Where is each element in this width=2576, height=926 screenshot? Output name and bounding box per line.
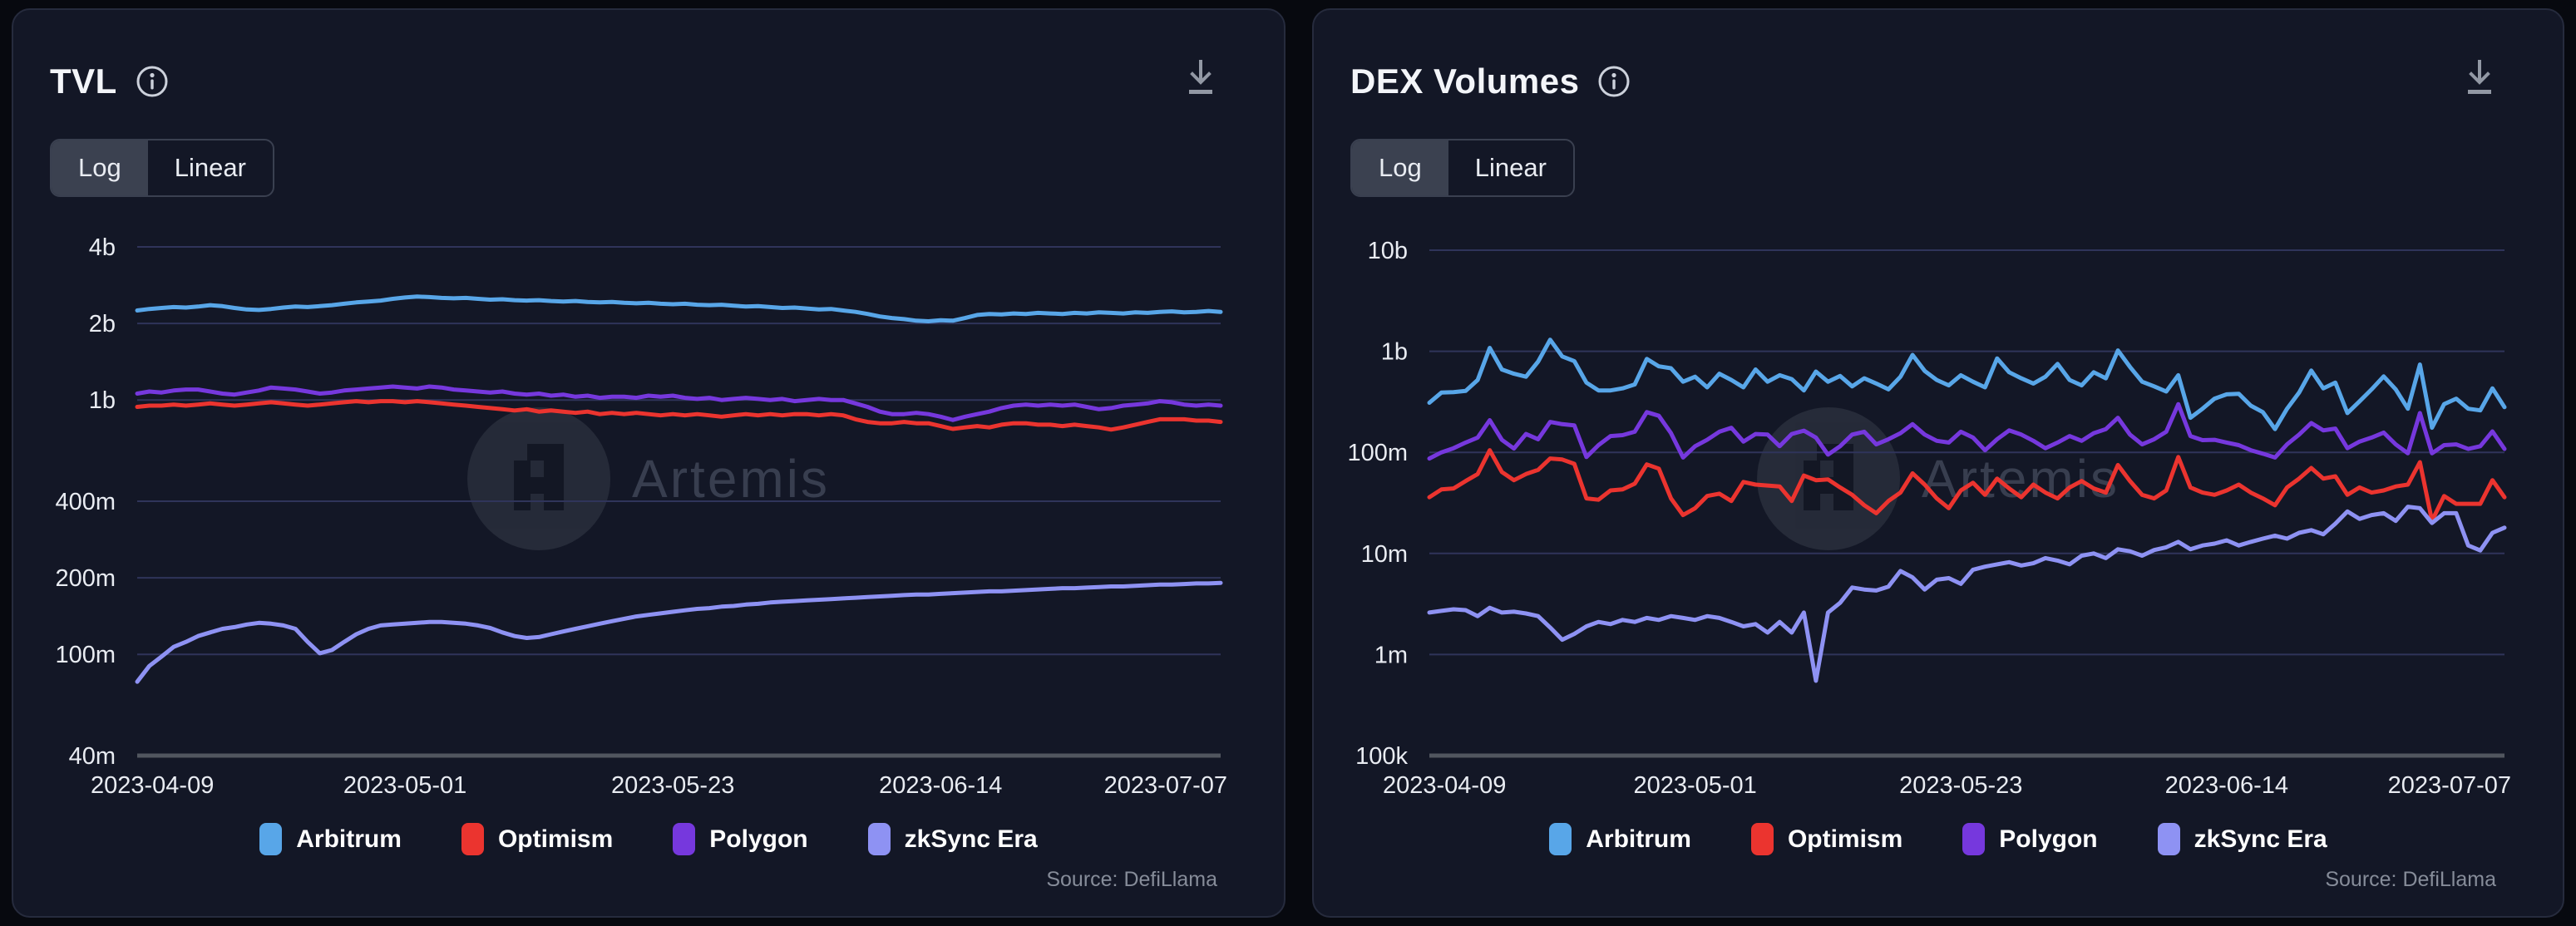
y-tick-label: 10m: [1361, 541, 1408, 568]
series-line-zksync-era: [135, 580, 1223, 684]
y-tick-label: 400m: [55, 489, 116, 515]
legend-item-polygon[interactable]: Polygon: [1962, 823, 2098, 855]
y-tick-label: 1b: [89, 387, 116, 414]
x-tick-label: 2023-05-23: [611, 772, 734, 799]
legend-swatch-optimism: [1750, 823, 1774, 855]
page-title: TVL: [50, 62, 117, 101]
tvl-panel: TVL Log Linear Artemis: [12, 8, 1286, 918]
y-tick-label: 100m: [1347, 440, 1408, 466]
legend-item-arbitrum[interactable]: Arbitrum: [1549, 823, 1691, 855]
y-tick-label: 4b: [89, 234, 116, 261]
series-line-zksync-era: [1427, 505, 2507, 683]
x-tick-label: 2023-06-14: [879, 772, 1002, 799]
series-line-arbitrum: [135, 294, 1223, 323]
y-tick-label: 40m: [69, 743, 116, 770]
legend-item-zksync-era[interactable]: zkSync Era: [867, 823, 1038, 855]
y-tick-label: 1b: [1381, 339, 1408, 366]
y-tick-label: 2b: [89, 311, 116, 337]
legend-swatch-arbitrum: [259, 823, 283, 855]
log-toggle-button[interactable]: Log: [1352, 140, 1448, 195]
legend-label: Arbitrum: [1586, 825, 1691, 853]
y-tick-label: 200m: [55, 565, 116, 592]
legend-label: Polygon: [709, 825, 808, 853]
y-tick-label: 100k: [1355, 743, 1408, 770]
download-icon[interactable]: [1182, 58, 1219, 100]
legend-label: Polygon: [1999, 825, 2098, 853]
legend-swatch-optimism: [461, 823, 484, 855]
series-line-optimism: [135, 399, 1223, 432]
x-tick-label: 2023-04-09: [1383, 772, 1506, 799]
legend-label: Arbitrum: [296, 825, 402, 853]
page-title: DEX Volumes: [1350, 62, 1580, 101]
dex-volumes-panel: DEX Volumes Log Linear Art: [1312, 8, 2564, 918]
series-line-polygon: [135, 384, 1223, 422]
legend-swatch-polygon: [1962, 823, 1986, 855]
linear-toggle-button[interactable]: Linear: [1448, 140, 1573, 195]
legend-item-polygon[interactable]: Polygon: [673, 823, 808, 855]
panel-header: DEX Volumes: [1350, 62, 1632, 101]
info-icon[interactable]: [134, 63, 170, 100]
legend-item-optimism[interactable]: Optimism: [461, 823, 613, 855]
legend: Arbitrum Optimism Polygon zkSync Era: [13, 823, 1284, 855]
legend-label: zkSync Era: [904, 825, 1038, 853]
series-line-optimism: [1427, 448, 2507, 524]
source-attribution: Source: DefiLlama: [1046, 868, 1217, 891]
legend-item-arbitrum[interactable]: Arbitrum: [259, 823, 402, 855]
legend-label: Optimism: [1787, 825, 1903, 853]
log-toggle-button[interactable]: Log: [52, 140, 148, 195]
scale-toggle: Log Linear: [1350, 139, 1575, 197]
scale-toggle: Log Linear: [50, 139, 274, 197]
x-tick-label: 2023-05-23: [1899, 772, 2022, 799]
legend-swatch-zksync-era: [2157, 823, 2180, 855]
x-tick-label: 2023-05-01: [343, 772, 466, 799]
legend-swatch-arbitrum: [1549, 823, 1572, 855]
x-tick-label: 2023-06-14: [2165, 772, 2288, 799]
y-tick-label: 1m: [1374, 642, 1408, 668]
y-tick-label: 10b: [1368, 238, 1408, 264]
download-icon[interactable]: [2461, 58, 2498, 100]
x-tick-label: 2023-05-01: [1633, 772, 1756, 799]
panel-header: TVL: [50, 62, 170, 101]
legend-item-optimism[interactable]: Optimism: [1750, 823, 1903, 855]
legend-label: Optimism: [497, 825, 614, 853]
x-tick-label: 2023-04-09: [91, 772, 214, 799]
info-icon[interactable]: [1596, 63, 1632, 100]
legend-swatch-zksync-era: [867, 823, 891, 855]
legend-label: zkSync Era: [2194, 825, 2327, 853]
legend-swatch-polygon: [673, 823, 696, 855]
series-line-polygon: [1427, 401, 2507, 461]
y-tick-label: 100m: [55, 642, 116, 668]
source-attribution: Source: DefiLlama: [2325, 868, 2496, 891]
legend-item-zksync-era[interactable]: zkSync Era: [2157, 823, 2327, 855]
linear-toggle-button[interactable]: Linear: [148, 140, 273, 195]
x-tick-label: 2023-07-07: [1104, 772, 1227, 799]
legend: Arbitrum Optimism Polygon zkSync Era: [1314, 823, 2563, 855]
x-tick-label: 2023-07-07: [2388, 772, 2511, 799]
series-line-arbitrum: [1427, 337, 2507, 431]
